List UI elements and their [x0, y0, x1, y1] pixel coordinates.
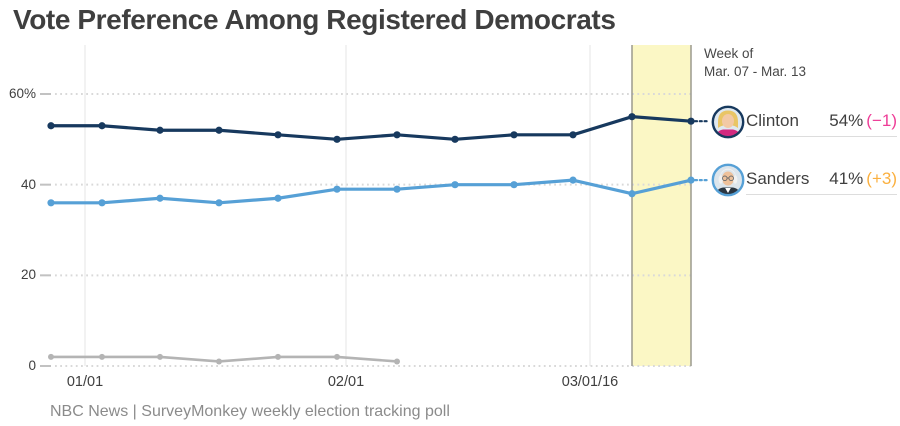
sanders-name-label: Sanders: [746, 168, 810, 188]
gray-point: [99, 353, 105, 360]
clinton-point: [333, 135, 341, 143]
sanders-point: [333, 185, 341, 193]
sanders-point: [215, 199, 223, 207]
sanders-value: 41%: [829, 168, 864, 188]
clinton-value: 54%: [829, 110, 864, 130]
clinton-legend-row: Clinton 54% (−1): [746, 105, 897, 137]
sanders-line: [49, 178, 693, 205]
clinton-change: (−1): [866, 110, 897, 130]
chart-title: Vote Preference Among Registered Democra…: [13, 4, 616, 35]
x-axis: 01/01 02/01 03/01/16: [67, 374, 618, 390]
annotation-line1: Week of: [704, 46, 754, 61]
gray-point: [157, 353, 163, 360]
clinton-photo-icon: [711, 105, 745, 139]
sanders-photo-icon: [711, 163, 745, 197]
sanders-point: [510, 181, 518, 189]
sanders-point: [569, 176, 577, 184]
clinton-point: [569, 131, 577, 139]
x-tick-label-0101: 01/01: [67, 374, 103, 390]
clinton-point: [47, 122, 55, 130]
sanders-point: [393, 185, 401, 193]
clinton-line: [49, 115, 693, 141]
clinton-point: [274, 131, 282, 139]
annotation-line2: Mar. 07 - Mar. 13: [704, 64, 807, 79]
clinton-point: [451, 135, 459, 143]
sanders-avatar: [711, 163, 745, 197]
clinton-name-label: Clinton: [746, 110, 799, 130]
clinton-point: [510, 131, 518, 139]
y-axis: 60% 40 20 0: [9, 86, 36, 373]
sanders-point: [274, 194, 282, 202]
sanders-point: [687, 176, 695, 184]
clinton-avatar: [711, 105, 745, 139]
sanders-point: [156, 194, 164, 202]
gray-point: [275, 353, 281, 360]
clinton-point: [628, 113, 636, 121]
x-tick-label-0201: 02/01: [328, 374, 364, 390]
sanders-point: [98, 199, 106, 207]
highlight-band-annotation: Week of Mar. 07 - Mar. 13: [704, 45, 806, 81]
y-tick-label-60: 60%: [9, 86, 36, 101]
clinton-point: [687, 117, 695, 125]
gray-point: [216, 358, 222, 365]
sanders-point: [628, 190, 636, 198]
clinton-point: [156, 126, 164, 134]
gray-point: [334, 353, 340, 360]
y-tick-label-20: 20: [21, 267, 36, 282]
clinton-point: [215, 126, 223, 134]
sanders-change: (+3): [866, 168, 897, 188]
chart-layers: [40, 45, 711, 367]
y-tick-label-40: 40: [21, 177, 36, 192]
clinton-point: [98, 122, 106, 130]
highlight-band: [632, 45, 691, 366]
source-attribution: NBC News | SurveyMonkey weekly election …: [50, 403, 450, 420]
x-tick-label-030116: 03/01/16: [562, 374, 618, 390]
y-tick-label-0: 0: [28, 358, 36, 373]
gray-point: [48, 353, 54, 360]
sanders-point: [47, 199, 55, 207]
gray-point: [394, 358, 400, 365]
clinton-point: [393, 131, 401, 139]
sanders-point: [451, 181, 459, 189]
sanders-legend-row: Sanders 41% (+3): [746, 163, 897, 195]
